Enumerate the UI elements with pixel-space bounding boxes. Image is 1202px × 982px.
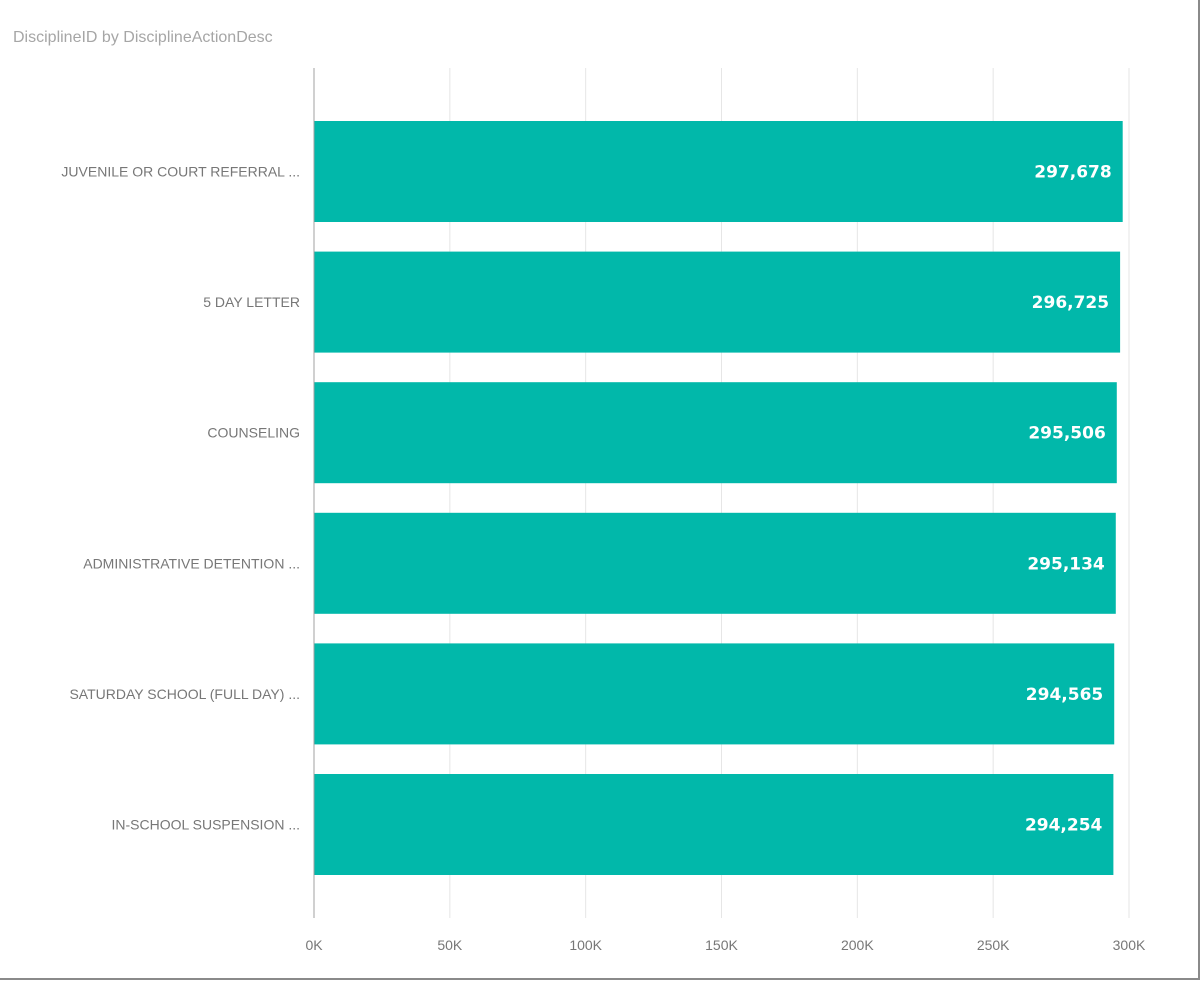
chart-title: DisciplineID by DisciplineActionDesc bbox=[13, 29, 273, 46]
bar-1 bbox=[314, 251, 1121, 353]
x-tick-label-4: 200K bbox=[841, 937, 874, 953]
x-tick-label-6: 300K bbox=[1113, 937, 1146, 953]
data-label-0: 297,678 bbox=[1034, 163, 1111, 183]
bar-3 bbox=[314, 512, 1116, 614]
data-label-5: 294,254 bbox=[1025, 816, 1103, 836]
category-label-4: SATURDAY SCHOOL (FULL DAY) ... bbox=[69, 686, 300, 702]
bar-4 bbox=[314, 643, 1115, 745]
category-label-2: COUNSELING bbox=[207, 425, 300, 441]
bar-5 bbox=[314, 774, 1114, 875]
data-label-1: 296,725 bbox=[1032, 293, 1109, 313]
data-label-4: 294,565 bbox=[1026, 685, 1103, 705]
category-label-1: 5 DAY LETTER bbox=[203, 294, 300, 310]
bar-0 bbox=[314, 121, 1123, 222]
x-tick-label-0: 0K bbox=[305, 937, 323, 953]
x-tick-label-1: 50K bbox=[437, 937, 463, 953]
x-tick-label-2: 100K bbox=[569, 937, 602, 953]
category-label-0: JUVENILE OR COURT REFERRAL ... bbox=[61, 164, 300, 180]
category-label-5: IN-SCHOOL SUSPENSION ... bbox=[111, 817, 300, 833]
x-tick-label-5: 250K bbox=[977, 937, 1010, 953]
bar-2 bbox=[314, 382, 1117, 484]
category-label-3: ADMINISTRATIVE DETENTION ... bbox=[83, 555, 300, 571]
x-tick-label-3: 150K bbox=[705, 937, 738, 953]
data-label-2: 295,506 bbox=[1028, 424, 1105, 444]
data-label-3: 295,134 bbox=[1027, 554, 1105, 574]
